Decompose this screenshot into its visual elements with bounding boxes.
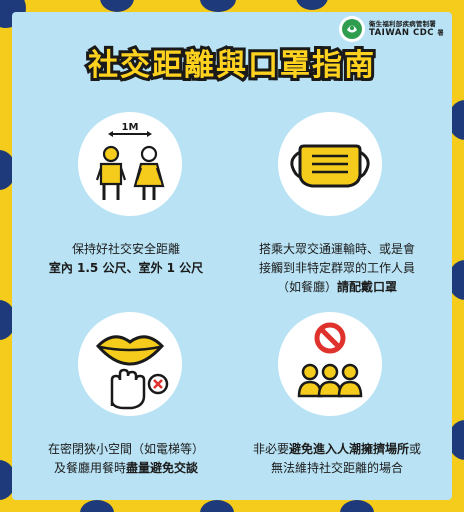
face-mask-icon bbox=[290, 144, 370, 188]
cdc-emblem-icon bbox=[338, 16, 365, 42]
cdc-logo-text: 衛生福利部疾病管制署 TAIWAN CDC 署 bbox=[368, 19, 444, 38]
no-talking-caption: 在密閉狹小空間（如電梯等） 及餐廳用餐時盡量避免交談 bbox=[20, 440, 232, 478]
no-talking-caption-line1: 在密閉狹小空間（如電梯等） bbox=[47, 442, 204, 456]
no-crowd-illustration bbox=[278, 312, 382, 416]
decor-dot bbox=[200, 500, 234, 512]
mask-caption-line2: 接觸到非特定群眾的工作人員 bbox=[258, 261, 415, 275]
mask-caption-line1: 搭乘大眾交通運輸時、或是會 bbox=[258, 242, 415, 256]
decor-dot bbox=[340, 500, 374, 512]
mask-caption-line3-bold: 請配戴口罩 bbox=[337, 280, 398, 294]
mask-caption-line3-prefix: （如餐廳） bbox=[276, 280, 337, 294]
decor-dot bbox=[448, 100, 464, 140]
page-title: 社交距離與口罩指南 bbox=[85, 45, 377, 86]
cdc-logo: 衛生福利部疾病管制署 TAIWAN CDC 署 bbox=[338, 16, 444, 42]
distance-caption: 保持好社交安全距離 室內 1.5 公尺、室外 1 公尺 bbox=[20, 240, 232, 278]
distance-caption-line2: 室內 1.5 公尺、室外 1 公尺 bbox=[48, 261, 204, 275]
no-crowd-caption-line1-prefix: 非必要 bbox=[252, 442, 289, 456]
lips-and-stop-hand-icon bbox=[95, 335, 169, 410]
no-talking-caption-line2-bold: 盡量避免交談 bbox=[126, 461, 199, 475]
mask-caption-line3: （如餐廳）請配戴口罩 bbox=[230, 278, 444, 297]
crowd-prohibited-icon bbox=[297, 322, 363, 398]
decor-dot bbox=[448, 420, 464, 460]
no-crowd-caption-line1: 非必要避免進入人潮擁擠場所或 bbox=[224, 440, 450, 459]
two-people-distance-icon: 1M bbox=[95, 122, 165, 200]
cdc-name-en-text: TAIWAN CDC bbox=[368, 28, 435, 38]
decor-dot bbox=[448, 260, 464, 300]
no-talking-illustration bbox=[78, 312, 182, 416]
no-crowd-caption-line1-suffix: 或 bbox=[409, 442, 422, 456]
mask-illustration bbox=[278, 112, 382, 216]
no-crowd-caption: 非必要避免進入人潮擁擠場所或 無法維持社交距離的場合 bbox=[224, 440, 450, 478]
cdc-name-en: TAIWAN CDC 署 bbox=[369, 29, 444, 38]
decor-dot bbox=[100, 0, 134, 12]
distance-label: 1M bbox=[122, 122, 139, 133]
decor-dot bbox=[296, 0, 328, 10]
mask-caption: 搭乘大眾交通運輸時、或是會 接觸到非特定群眾的工作人員 （如餐廳）請配戴口罩 bbox=[230, 240, 444, 297]
decor-dot bbox=[80, 500, 114, 512]
no-talking-caption-line2-prefix: 及餐廳用餐時 bbox=[53, 461, 126, 475]
distance-illustration: 1M bbox=[78, 112, 182, 216]
no-crowd-caption-line2: 無法維持社交距離的場合 bbox=[270, 461, 403, 475]
cdc-name-en-suffix: 署 bbox=[437, 30, 444, 37]
decor-dot bbox=[200, 0, 236, 12]
cdc-name-cn: 衛生福利部疾病管制署 bbox=[368, 19, 436, 28]
distance-caption-line1: 保持好社交安全距離 bbox=[71, 242, 180, 256]
content-panel: 衛生福利部疾病管制署 TAIWAN CDC 署 社交距離與口罩指南 1M 保持好… bbox=[12, 12, 452, 500]
no-crowd-caption-line1-bold: 避免進入人潮擁擠場所 bbox=[288, 442, 409, 456]
no-talking-caption-line2: 及餐廳用餐時盡量避免交談 bbox=[20, 459, 232, 478]
